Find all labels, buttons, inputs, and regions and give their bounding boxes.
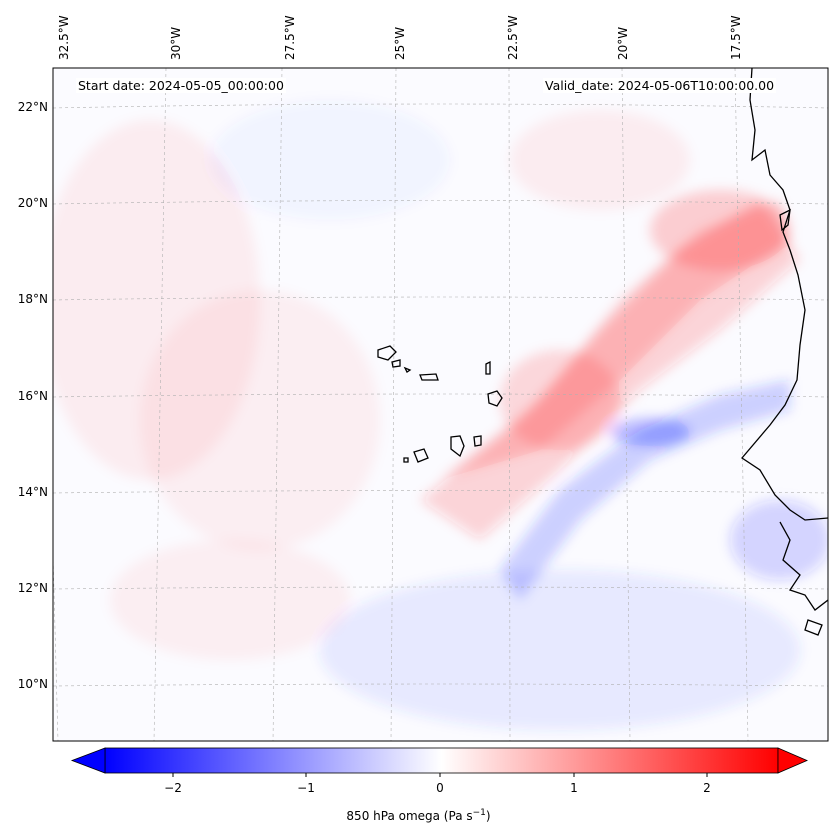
lat-label-14n: 14°N [17, 485, 48, 499]
lon-label-27-5w: 27.5°W [283, 15, 297, 60]
map-frame [52, 67, 829, 742]
lat-label-20n: 20°N [17, 196, 48, 210]
lon-label-20w: 20°W [616, 26, 630, 60]
coastline [741, 68, 828, 636]
colorbar-tick: 0 [436, 781, 444, 795]
valid-date-label: Valid_date: 2024-05-06T10:00:00.00 [543, 78, 777, 93]
lat-label-10n: 10°N [17, 677, 48, 691]
lon-label-25w: 25°W [393, 26, 407, 60]
lon-label-17-5w: 17.5°W [729, 15, 743, 60]
colorbar-label: 850 hPa omega (Pa s−1) [346, 808, 491, 823]
colorbar-tick: −2 [164, 781, 182, 795]
colorbar [70, 747, 809, 777]
colorbar-tick: 1 [570, 781, 578, 795]
lat-label-12n: 12°N [17, 581, 48, 595]
colorbar-tick: 2 [703, 781, 711, 795]
lat-label-16n: 16°N [17, 389, 48, 403]
omega-field [53, 68, 828, 741]
lat-label-18n: 18°N [17, 292, 48, 306]
lat-label-22n: 22°N [17, 100, 48, 114]
graticule [53, 68, 828, 741]
colorbar-tick: −1 [297, 781, 315, 795]
lon-label-32-5w: 32.5°W [57, 15, 71, 60]
start-date-label: Start date: 2024-05-05_00:00:00 [76, 78, 286, 93]
lon-label-30w: 30°W [169, 26, 183, 60]
lon-label-22-5w: 22.5°W [506, 15, 520, 60]
cape-verde-islands [377, 345, 503, 463]
